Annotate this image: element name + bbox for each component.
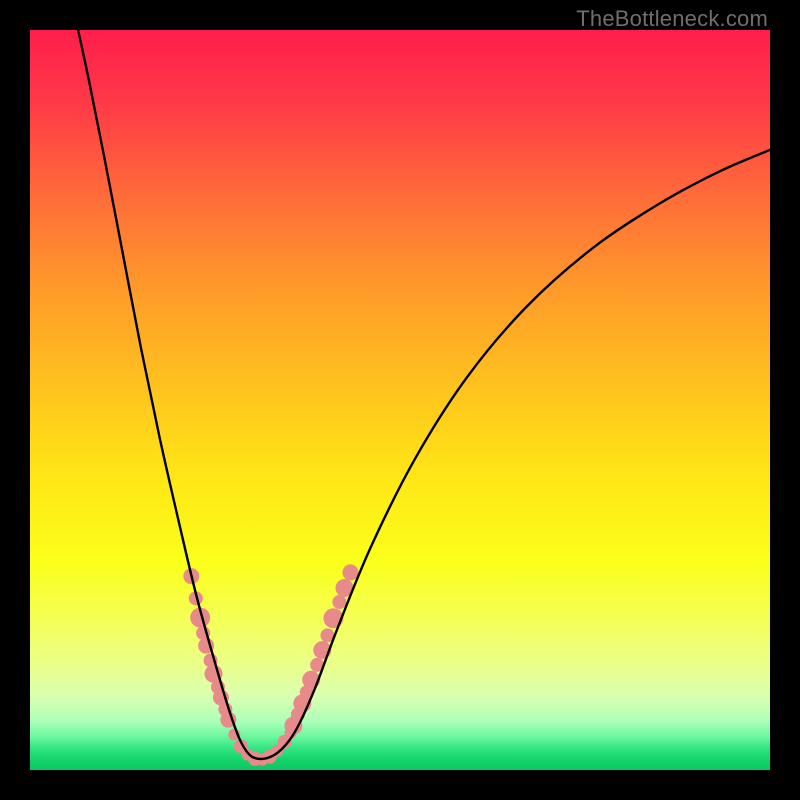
marker-dot: [342, 564, 358, 580]
bottleneck-chart: [30, 30, 770, 770]
chart-frame: TheBottleneck.com: [0, 0, 800, 800]
marker-dot: [332, 595, 346, 609]
watermark-text: TheBottleneck.com: [576, 6, 768, 32]
plot-area: [30, 30, 770, 770]
gradient-background: [30, 30, 770, 770]
